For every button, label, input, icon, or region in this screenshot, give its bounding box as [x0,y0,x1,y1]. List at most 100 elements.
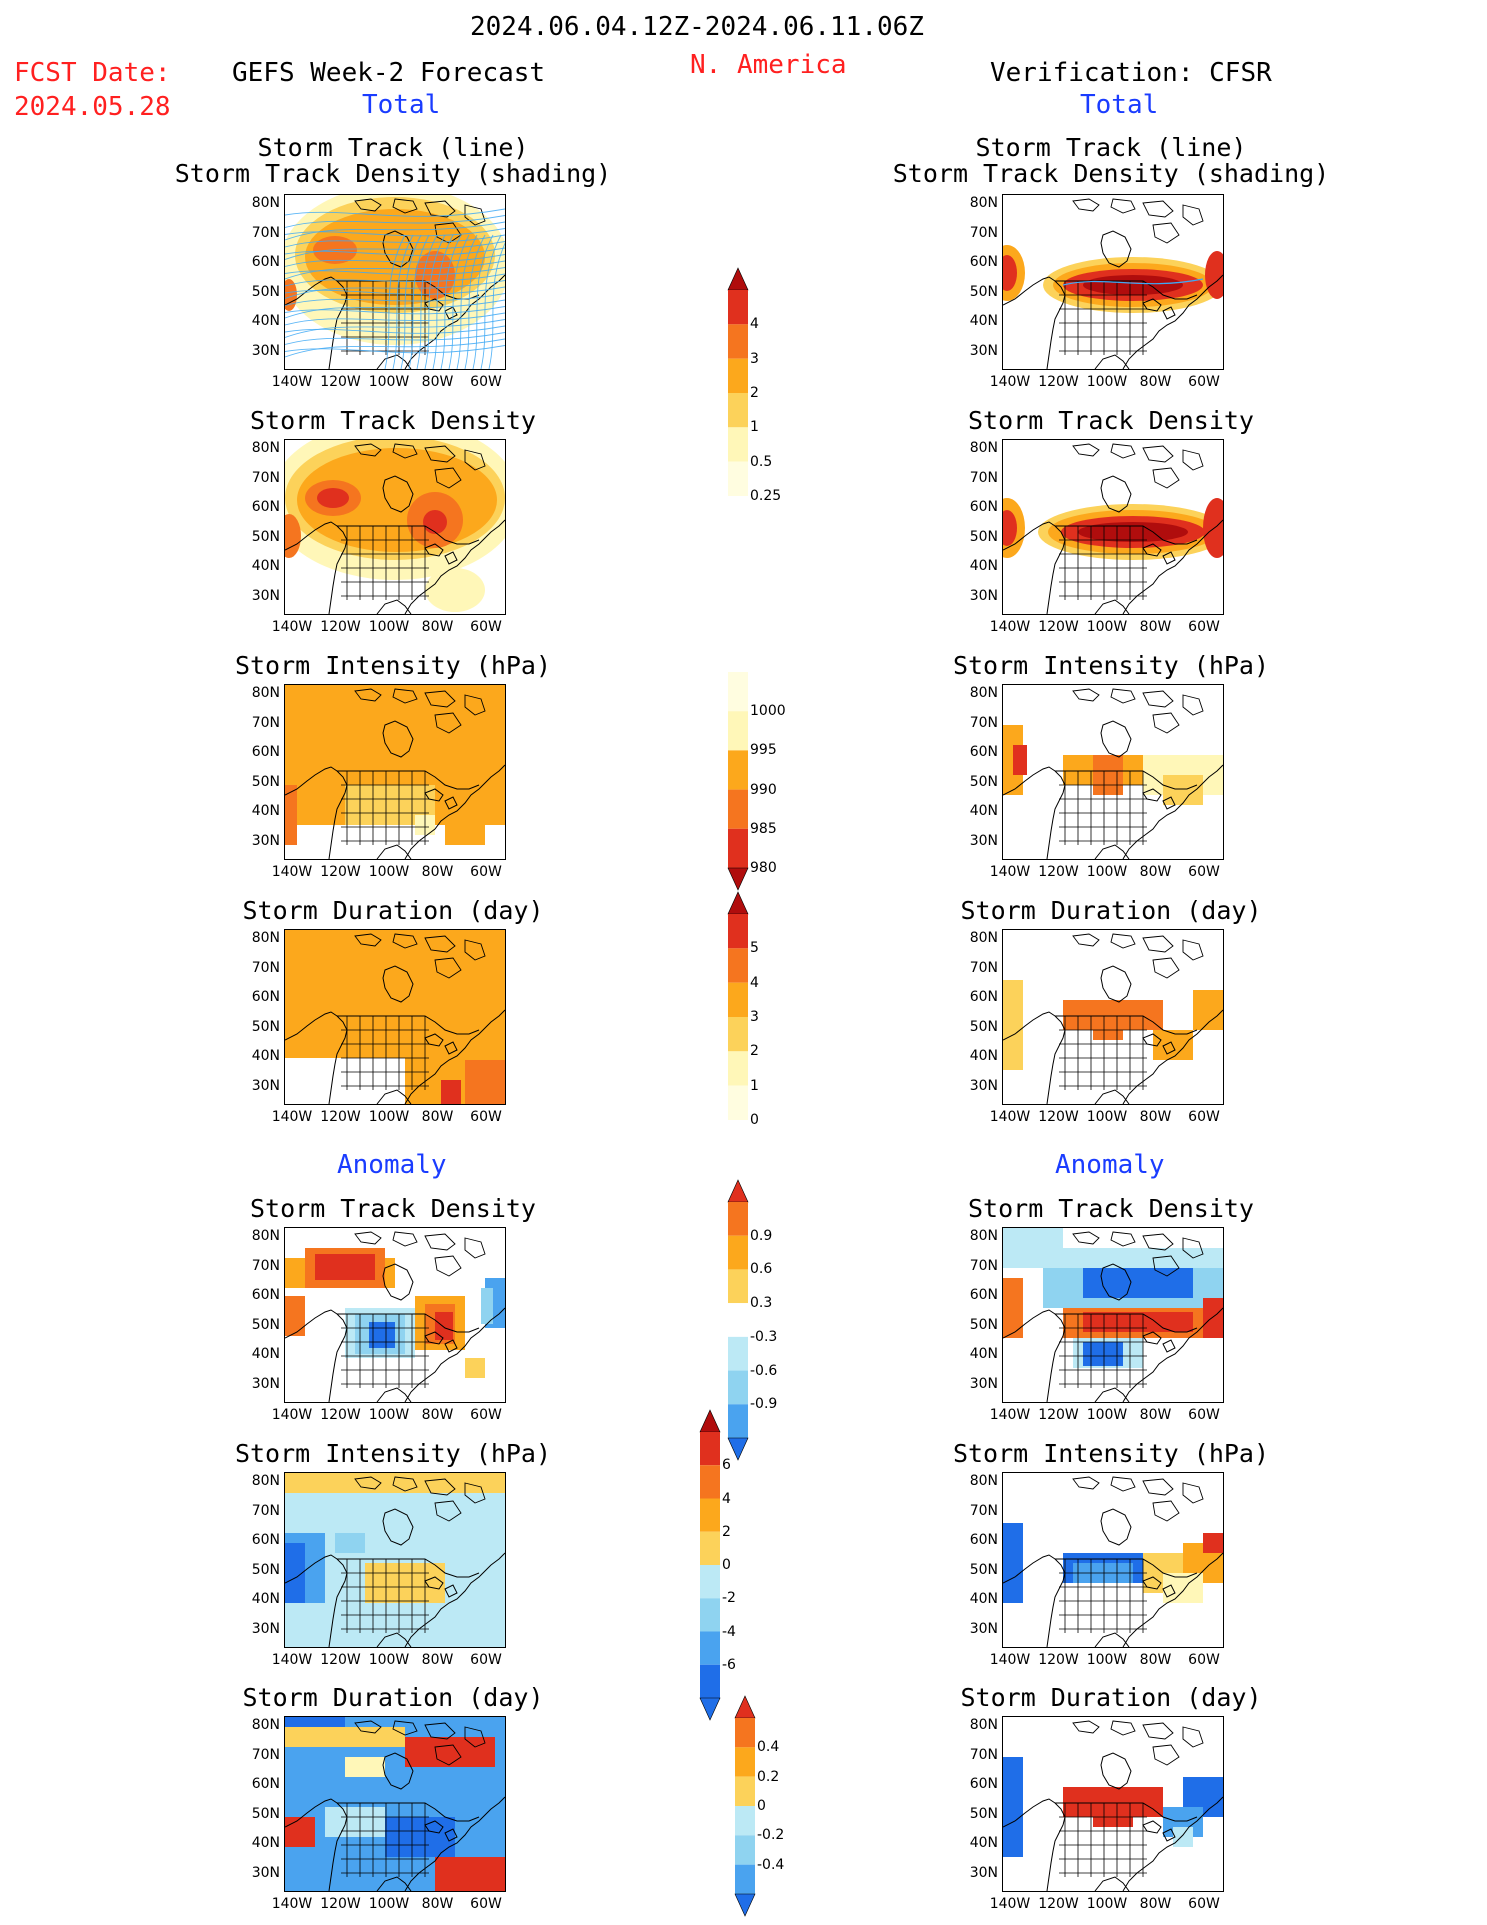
right-anom-intensity-title: Storm Intensity (hPa) [952,1439,1270,1468]
right-intensity-title: Storm Intensity (hPa) [952,651,1270,680]
lon-tick-label: 60W [1188,864,1220,880]
lat-tick-label: 70N [251,1502,280,1519]
lon-tick-label: 60W [470,374,502,390]
lat-tick-label: 40N [969,803,998,819]
colorbar-density-anomaly-label: 0.6 [750,1261,773,1278]
right-anomaly-heading: Anomaly [1055,1150,1165,1180]
lon-tick-label: 120W [320,1109,361,1125]
lat-tick-label: 70N [251,1257,280,1274]
lat-tick-label: 80N [969,685,998,701]
map-left-density [284,439,506,615]
lon-tick-label: 140W [989,374,1031,390]
lon-tick-label: 120W [1038,374,1079,390]
lon-tick-label: 120W [1038,1896,1079,1912]
lon-tick-label: 80W [421,1109,454,1125]
lon-tick-label: 80W [421,619,454,635]
region-title: N. America [690,50,847,80]
lat-tick-label: 50N [251,773,280,790]
colorbar-duration-total-label: 4 [750,974,759,991]
lon-tick-label: 100W [1086,1896,1128,1912]
lon-tick-label: 80W [1139,374,1172,390]
lon-tick-label: 140W [989,619,1031,635]
lat-tick-label: 50N [251,1561,280,1578]
lat-tick-label: 50N [969,1561,998,1578]
lon-tick-label: 80W [1139,1896,1172,1912]
lon-tick-label: 120W [1038,1407,1079,1423]
lat-tick-label: 80N [969,440,998,456]
map-right-intensity [1002,684,1224,860]
lat-tick-label: 80N [251,1473,280,1489]
lat-tick-label: 30N [251,832,280,849]
colorbar-intensity-total-label: 985 [750,820,777,837]
lon-tick-label: 120W [320,864,361,880]
lat-tick-label: 60N [969,254,998,270]
colorbar-duration-total-label: 5 [750,940,759,957]
lat-tick-label: 40N [251,1346,280,1362]
colorbar-density-total [727,267,749,522]
lat-tick-label: 40N [251,1591,280,1607]
lat-tick-label: 30N [969,1077,998,1094]
right-track-line-title: Storm Track (line) [975,133,1247,162]
lon-tick-label: 80W [421,374,454,390]
lon-tick-label: 80W [421,1407,454,1423]
lon-tick-label: 100W [368,619,410,635]
lon-tick-label: 140W [271,864,313,880]
right-duration-title: Storm Duration (day) [960,896,1262,925]
colorbar-duration-total [727,891,749,1146]
lat-tick-label: 40N [969,1346,998,1362]
lat-tick-label: 50N [969,1018,998,1035]
lat-tick-label: 60N [251,499,280,515]
colorbar-intensity-total-label: 990 [750,781,777,798]
lat-tick-label: 80N [251,685,280,701]
lat-tick-label: 50N [251,528,280,545]
lat-tick-label: 50N [251,283,280,300]
fcst-date-value: 2024.05.28 [14,92,171,122]
colorbar-duration-anomaly-label: -0.2 [757,1827,785,1844]
lat-tick-label: 70N [251,714,280,731]
lon-tick-label: 120W [1038,1652,1079,1668]
lat-tick-label: 70N [251,959,280,976]
lat-tick-label: 60N [251,744,280,760]
lat-tick-label: 80N [251,440,280,456]
lat-tick-label: 60N [969,1532,998,1548]
lat-tick-label: 50N [969,773,998,790]
lat-tick-label: 50N [969,1805,998,1822]
left-anom-duration-title: Storm Duration (day) [242,1683,544,1712]
lat-tick-label: 70N [969,469,998,486]
colorbar-intensity-anomaly-label: 4 [722,1490,731,1507]
left-anom-intensity-title: Storm Intensity (hPa) [234,1439,552,1468]
lon-tick-label: 140W [989,1652,1031,1668]
lat-tick-label: 40N [969,558,998,574]
lon-tick-label: 60W [470,1652,502,1668]
colorbar-duration-total-label: 0 [750,1112,759,1128]
lat-tick-label: 30N [251,587,280,604]
lat-tick-label: 40N [251,558,280,574]
colorbar-density-total-label: 3 [750,350,759,367]
colorbar-duration-anomaly-label: -0.4 [757,1856,785,1873]
lon-tick-label: 80W [1139,1109,1172,1125]
colorbar-intensity-total-label: 980 [750,860,777,876]
lat-tick-label: 60N [969,989,998,1005]
lat-tick-label: 40N [251,1835,280,1851]
colorbar-density-total-label: 0.5 [750,453,773,470]
colorbar-duration-anomaly-label: 0.4 [757,1739,780,1756]
colorbar-duration-anomaly-label: 0 [757,1798,766,1814]
colorbar-duration-total-label: 1 [750,1077,759,1094]
lat-tick-label: 70N [969,1257,998,1274]
lon-tick-label: 140W [271,1652,313,1668]
lon-tick-label: 120W [320,619,361,635]
lat-tick-label: 60N [251,254,280,270]
lon-tick-label: 120W [1038,864,1079,880]
colorbar-density-anomaly-label: 0.3 [750,1295,773,1312]
colorbar-density-total-label: 0.25 [750,488,782,504]
left-track-line-title: Storm Track (line) [257,133,529,162]
left-total-heading: Total [362,90,441,120]
lat-tick-label: 30N [251,1864,280,1881]
lon-tick-label: 140W [271,374,313,390]
lat-tick-label: 70N [969,1502,998,1519]
lat-tick-label: 40N [969,1835,998,1851]
lat-tick-label: 50N [969,283,998,300]
map-right-density [1002,439,1224,615]
lat-tick-label: 60N [251,1776,280,1792]
lat-tick-label: 70N [251,224,280,241]
